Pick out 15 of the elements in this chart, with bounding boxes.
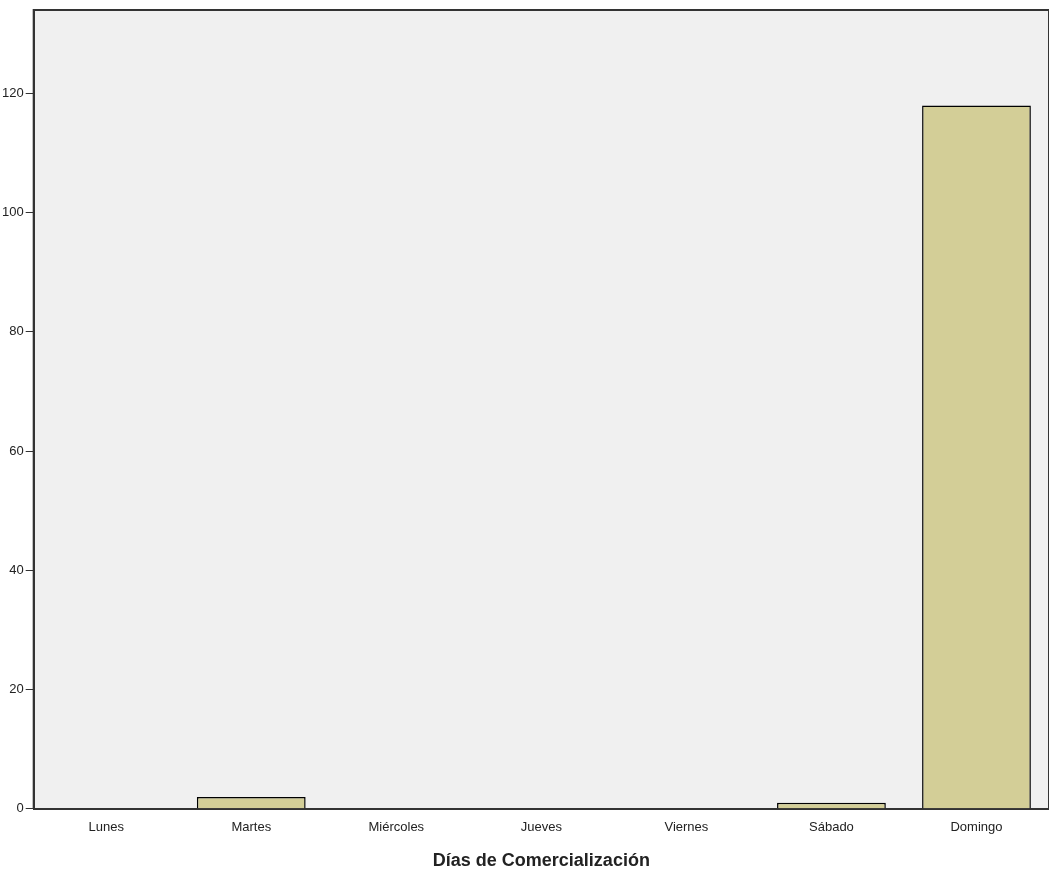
y-tick-label: 60 — [9, 442, 24, 458]
x-tick-label: Viernes — [664, 819, 709, 835]
x-axis-title: Días de Comercialización — [432, 850, 650, 871]
x-tick-label: Sábado — [809, 819, 854, 835]
x-tick-label: Domingo — [950, 819, 1003, 835]
x-tick-label: Miércoles — [368, 819, 425, 835]
y-tick-label: 20 — [9, 681, 24, 697]
x-tick-label: Martes — [231, 819, 272, 835]
y-tick-label: 0 — [16, 800, 24, 816]
y-tick-label: 40 — [9, 561, 24, 577]
x-tick-label: Jueves — [520, 819, 563, 835]
y-tick-label: 100 — [1, 204, 24, 220]
y-tick-label: 80 — [9, 323, 24, 339]
y-tick-label: 120 — [1, 85, 24, 101]
x-tick-label: Lunes — [88, 819, 125, 835]
